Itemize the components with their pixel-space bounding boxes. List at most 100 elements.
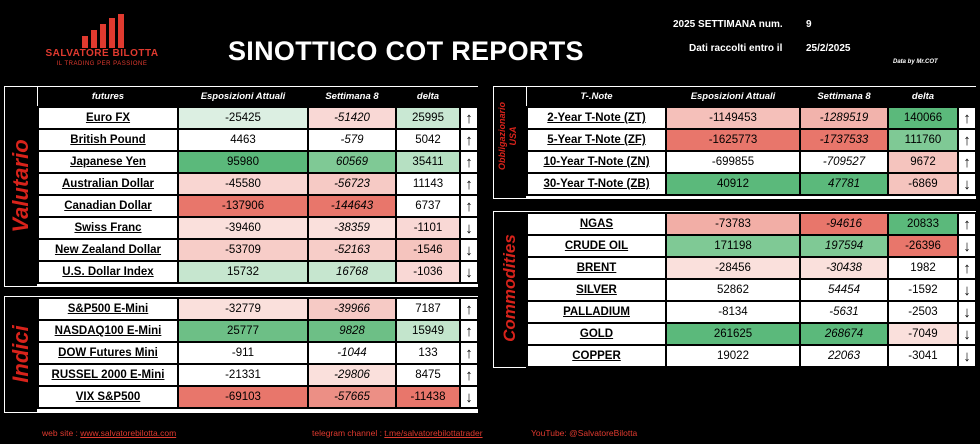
delta-value: -3041 [887,344,959,368]
prev-week-exposure: 268674 [799,322,889,346]
arrow-down-icon: ↓ [957,300,977,324]
current-exposure: -1149453 [665,106,801,130]
week-label: 2025 SETTIMANA num. [673,19,783,30]
current-exposure: -53709 [177,238,309,262]
bond-table: T-.Note Esposizioni Attuali Settimana 8 … [526,87,977,196]
arrow-up-icon: ↑ [459,363,479,387]
instrument-name: Swiss Franc [37,216,179,240]
table-row: VIX S&P500 -69103 -57665 -11438 ↓ [37,385,479,409]
col-header-prev-week: Settimana 8 [308,87,396,107]
instrument-name: 10-Year T-Note (ZN) [526,150,667,174]
website-link[interactable]: www.salvatorebilotta.com [80,428,177,438]
delta-value: -1036 [395,260,461,284]
arrow-up-icon: ↑ [957,212,977,236]
table-row: BRENT -28456 -30438 1982 ↑ [526,256,977,280]
current-exposure: -911 [177,341,309,365]
week-value: 9 [806,19,812,30]
prev-week-exposure: -709527 [799,150,889,174]
instrument-name: U.S. Dollar Index [37,260,179,284]
current-exposure: -699855 [665,150,801,174]
delta-value: 8475 [395,363,461,387]
instrument-name: Australian Dollar [37,172,179,196]
current-exposure: 19022 [665,344,801,368]
col-header-delta: delta [888,87,958,107]
current-exposure: -21331 [177,363,309,387]
arrow-down-icon: ↓ [459,238,479,262]
arrow-up-icon: ↑ [459,319,479,343]
delta-value: 1982 [887,256,959,280]
table-row: DOW Futures Mini -911 -1044 133 ↑ [37,341,479,365]
delta-value: -1101 [395,216,461,240]
indici-table: S&P500 E-Mini -32779 -39966 7187 ↑ NASDAQ100 … [37,297,479,409]
arrow-up-icon: ↑ [459,150,479,174]
table-row: Australian Dollar -45580 -56723 11143 ↑ [37,172,479,196]
valutario-table: futures Esposizioni Attuali Settimana 8 … [37,87,479,284]
arrow-up-icon: ↑ [459,194,479,218]
delta-value: 5042 [395,128,461,152]
footer-youtube[interactable]: YouTube: @SalvatoreBilotta [531,428,638,438]
instrument-name: PALLADIUM [526,300,667,324]
arrow-up-icon: ↑ [957,256,977,280]
arrow-up-icon: ↑ [459,341,479,365]
table-row: PALLADIUM -8134 -5631 -2503 ↓ [526,300,977,324]
delta-value: 6737 [395,194,461,218]
table-row: SILVER 52862 54454 -1592 ↓ [526,278,977,302]
delta-value: -1546 [395,238,461,262]
current-exposure: -1625773 [665,128,801,152]
table-row: 30-Year T-Note (ZB) 40912 47781 -6869 ↓ [526,172,977,196]
instrument-name: 2-Year T-Note (ZT) [526,106,667,130]
telegram-link[interactable]: t.me/salvatorebilottatrader [384,428,483,438]
prev-week-exposure: -29806 [307,363,397,387]
prev-week-exposure: -57665 [307,385,397,409]
current-exposure: -39460 [177,216,309,240]
table-row: RUSSEL 2000 E-Mini -21331 -29806 8475 ↑ [37,363,479,387]
prev-week-exposure: -1044 [307,341,397,365]
instrument-name: GOLD [526,322,667,346]
current-exposure: -73783 [665,212,801,236]
prev-week-exposure: -1289519 [799,106,889,130]
telegram-label: telegram channel : [312,428,385,438]
current-exposure: 261625 [665,322,801,346]
logo-bars-icon [82,14,124,48]
delta-value: -7049 [887,322,959,346]
delta-value: 20833 [887,212,959,236]
current-exposure: 171198 [665,234,801,258]
col-header-prev-week: Settimana 8 [800,87,888,107]
prev-week-exposure: 22063 [799,344,889,368]
prev-week-exposure: -144643 [307,194,397,218]
current-exposure: -69103 [177,385,309,409]
col-header-arrow [958,87,976,107]
table-row: COPPER 19022 22063 -3041 ↓ [526,344,977,368]
commodities-table: NGAS -73783 -94616 20833 ↑ CRUDE OIL 171198 197… [526,212,977,368]
instrument-name: Euro FX [37,106,179,130]
prev-week-exposure: -1737533 [799,128,889,152]
prev-week-exposure: -39966 [307,297,397,321]
arrow-down-icon: ↓ [459,216,479,240]
bond-label-line2: USA [508,126,518,146]
table-row: Euro FX -25425 -51420 25995 ↑ [37,106,479,130]
delta-value: 11143 [395,172,461,196]
arrow-up-icon: ↑ [459,172,479,196]
current-exposure: 95980 [177,150,309,174]
bond-header-row: T-.Note Esposizioni Attuali Settimana 8 … [527,87,976,107]
arrow-down-icon: ↓ [957,278,977,302]
table-row: NASDAQ100 E-Mini 25777 9828 15949 ↑ [37,319,479,343]
prev-week-exposure: -52163 [307,238,397,262]
instrument-name: BRENT [526,256,667,280]
col-header-delta: delta [396,87,460,107]
current-exposure: -137906 [177,194,309,218]
table-row: S&P500 E-Mini -32779 -39966 7187 ↑ [37,297,479,321]
table-row: U.S. Dollar Index 15732 16768 -1036 ↓ [37,260,479,284]
collected-date: 25/2/2025 [806,43,851,54]
instrument-name: RUSSEL 2000 E-Mini [37,363,179,387]
table-row: GOLD 261625 268674 -7049 ↓ [526,322,977,346]
prev-week-exposure: 16768 [307,260,397,284]
delta-value: 140066 [887,106,959,130]
table-row: NGAS -73783 -94616 20833 ↑ [526,212,977,236]
data-source: Data by Mr.COT [893,59,938,65]
table-row: 10-Year T-Note (ZN) -699855 -709527 9672 ↑ [526,150,977,174]
arrow-up-icon: ↑ [459,297,479,321]
table-row: Canadian Dollar -137906 -144643 6737 ↑ [37,194,479,218]
valutario-side: Valutario [5,87,37,286]
instrument-name: 30-Year T-Note (ZB) [526,172,667,196]
